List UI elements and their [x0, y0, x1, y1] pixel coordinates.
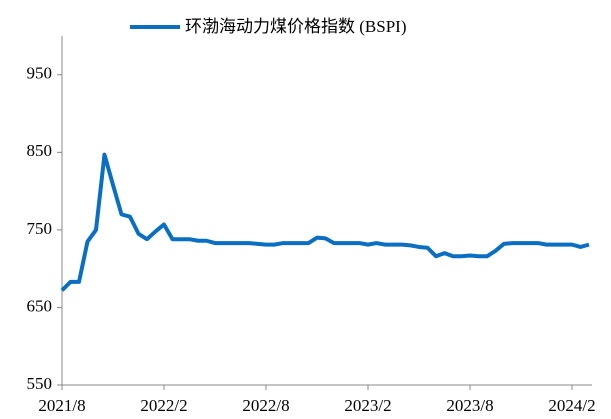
x-tick-label: 2021/8	[38, 396, 85, 415]
x-tick-label: 2023/2	[344, 396, 391, 415]
x-tick-label: 2023/8	[446, 396, 493, 415]
y-tick-label: 850	[27, 141, 53, 160]
y-tick-label: 950	[27, 64, 53, 83]
data-line	[60, 152, 590, 292]
y-tick-label: 550	[27, 374, 53, 393]
y-tick-label: 650	[27, 296, 53, 315]
legend-label: 环渤海动力煤价格指数 (BSPI)	[185, 17, 406, 36]
x-tick-label: 2022/2	[140, 396, 187, 415]
x-tick-label: 2024/2	[548, 396, 595, 415]
x-tick-label: 2022/8	[242, 396, 289, 415]
y-tick-label: 750	[27, 219, 53, 238]
